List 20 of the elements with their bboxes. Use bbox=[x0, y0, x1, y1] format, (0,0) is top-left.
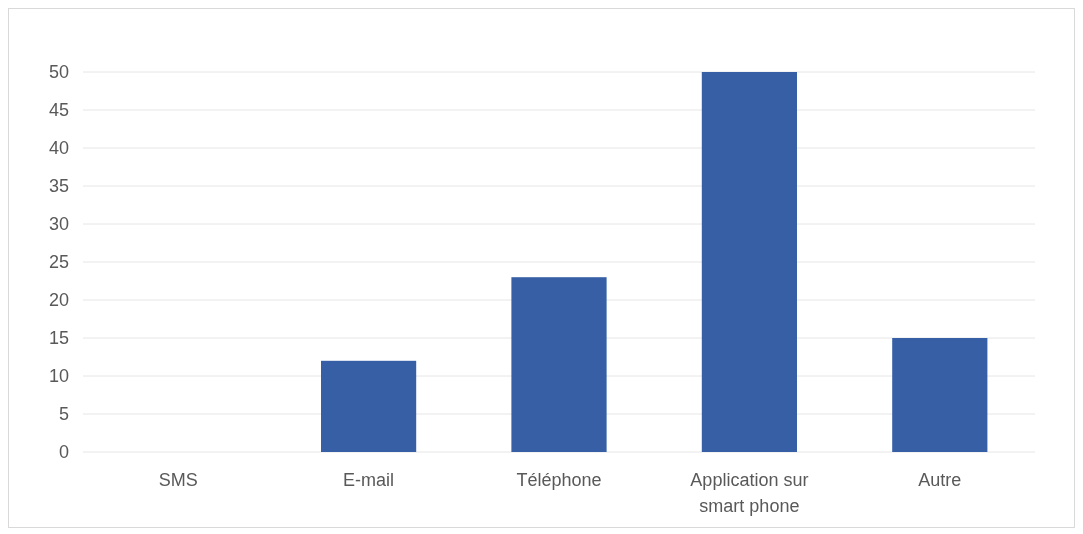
y-tick-label: 20 bbox=[48, 290, 69, 311]
x-tick-label: SMS bbox=[158, 470, 198, 490]
x-tick-label: Téléphone bbox=[516, 470, 602, 490]
y-tick-label: 40 bbox=[48, 138, 69, 159]
y-tick-label: 10 bbox=[48, 366, 69, 387]
bar bbox=[321, 360, 417, 452]
y-tick-label: 30 bbox=[48, 214, 69, 235]
bar bbox=[892, 338, 988, 452]
y-tick-label: 50 bbox=[48, 62, 69, 83]
y-tick-label: 0 bbox=[58, 442, 69, 463]
y-tick-label: 25 bbox=[48, 252, 69, 273]
y-tick-label: 15 bbox=[48, 328, 69, 349]
y-tick-label: 45 bbox=[48, 100, 69, 121]
bar bbox=[511, 277, 607, 452]
bar bbox=[701, 72, 797, 452]
y-tick-label: 35 bbox=[48, 176, 69, 197]
x-tick-label: Application sur smart phone bbox=[690, 470, 809, 516]
x-tick-label: Autre bbox=[918, 470, 962, 490]
x-tick-label: E-mail bbox=[343, 470, 395, 490]
y-tick-label: 5 bbox=[58, 404, 69, 425]
